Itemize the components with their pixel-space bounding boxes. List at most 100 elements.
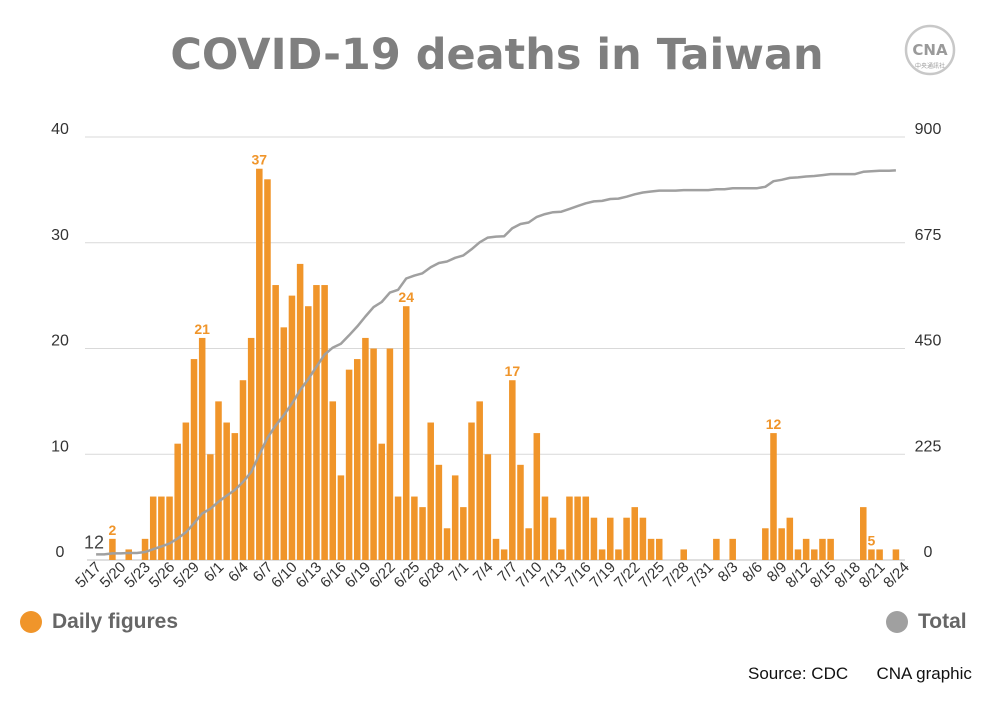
bar	[394, 496, 402, 560]
bar-data-label: 21	[194, 321, 210, 337]
bar	[460, 507, 467, 560]
bar	[631, 507, 639, 560]
bar	[590, 517, 598, 560]
legend-daily: Daily figures	[20, 610, 178, 634]
bar	[500, 549, 508, 560]
bar	[362, 337, 369, 560]
bar	[305, 306, 312, 560]
x-tick-label: 7/1	[445, 559, 472, 586]
bar	[876, 549, 883, 560]
bar	[256, 168, 263, 560]
bar	[386, 348, 394, 560]
bar	[378, 443, 386, 560]
x-tick-label: 8/3	[715, 559, 742, 586]
bar	[484, 454, 492, 560]
y-right-tick-label: 675	[915, 227, 942, 244]
bar	[451, 475, 459, 560]
bar	[517, 464, 524, 560]
x-tick-label: 6/4	[225, 559, 252, 586]
y-right-tick-label: 225	[915, 438, 942, 455]
bar	[239, 380, 247, 560]
bar-data-label: 12	[766, 416, 782, 432]
legend-total-swatch	[886, 611, 908, 633]
bar	[786, 517, 794, 560]
bar	[109, 538, 116, 560]
bar	[223, 422, 230, 560]
bar-data-label: 37	[252, 152, 268, 168]
bar	[549, 517, 557, 560]
source-credit: Source: CDC CNA graphic	[748, 664, 972, 683]
x-tick-label: 5/29	[170, 559, 203, 592]
total-data-label: 829	[905, 0, 933, 4]
bar	[313, 285, 320, 560]
x-tick-label: 7/4	[470, 559, 497, 586]
bar	[141, 538, 149, 560]
bar	[533, 433, 541, 560]
bar	[182, 422, 190, 560]
cna-logo: CNA 中央通訊社	[900, 22, 960, 82]
bar	[778, 528, 785, 560]
bar-data-label: 1	[900, 0, 908, 3]
bar	[811, 549, 818, 560]
bar	[802, 538, 810, 560]
bar	[174, 443, 181, 560]
bar	[892, 549, 900, 560]
bar	[198, 337, 206, 560]
x-tick-label: 6/28	[415, 559, 448, 592]
bar	[215, 401, 222, 560]
legend-total: Total	[886, 610, 967, 634]
x-tick-label: 8/6	[739, 559, 766, 586]
bar	[370, 348, 377, 560]
y-left-tick-label: 20	[51, 333, 69, 350]
bar	[158, 496, 165, 560]
bar	[558, 549, 565, 560]
bar	[770, 433, 777, 560]
bar	[402, 306, 410, 560]
bar	[566, 496, 573, 560]
bar	[427, 422, 434, 560]
bar	[337, 475, 345, 560]
y-right-tick-label: 450	[915, 333, 942, 350]
bar-data-label: 2	[109, 522, 117, 538]
bar	[574, 496, 581, 560]
bar	[860, 507, 867, 560]
bar	[606, 517, 614, 560]
bar	[468, 422, 475, 560]
y-right-tick-label: 900	[915, 121, 942, 138]
bar	[615, 549, 622, 560]
bar	[729, 538, 736, 560]
bar	[149, 496, 157, 560]
bar	[509, 380, 516, 560]
x-tick-label: 6/1	[201, 559, 228, 586]
bar	[713, 538, 720, 560]
bar	[525, 528, 532, 560]
bar	[272, 285, 279, 560]
bar	[762, 528, 769, 560]
bar	[411, 496, 418, 560]
bar	[280, 327, 288, 560]
x-tick-label: 7/31	[684, 559, 717, 592]
bar-data-label: 17	[505, 363, 521, 379]
bar	[231, 433, 239, 560]
logo-text: CNA	[912, 41, 948, 59]
y-left-tick-label: 40	[51, 121, 69, 138]
bar	[264, 179, 271, 561]
bar	[794, 549, 802, 560]
bar	[827, 538, 834, 560]
bar	[345, 369, 353, 560]
y-right-tick-label: 0	[924, 544, 933, 561]
bar	[598, 549, 606, 560]
bar	[443, 528, 451, 560]
bar	[647, 538, 655, 560]
bar	[623, 517, 630, 560]
x-tick-label: 8/24	[880, 559, 913, 592]
total-line	[96, 169, 896, 556]
bar	[288, 295, 296, 560]
total-data-label: 12	[84, 532, 104, 552]
bar	[639, 517, 647, 560]
legend-daily-label: Daily figures	[52, 610, 179, 633]
bar	[125, 549, 132, 560]
bar	[819, 538, 826, 560]
logo-subtext: 中央通訊社	[915, 62, 945, 70]
